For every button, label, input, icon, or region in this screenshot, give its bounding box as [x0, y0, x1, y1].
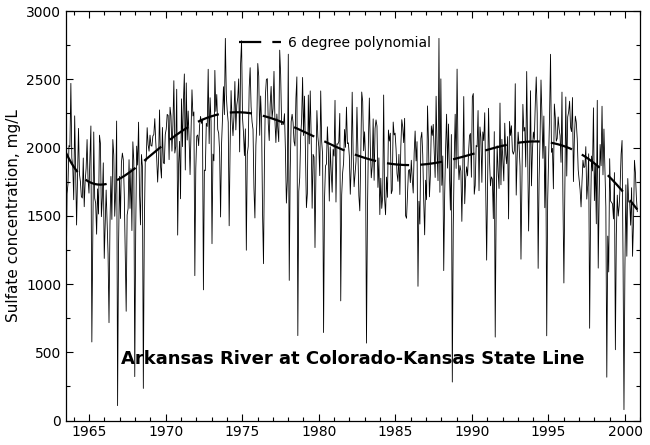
- 6 degree polynomial: [493, 145, 501, 150]
- Legend: 6 degree polynomial: 6 degree polynomial: [234, 30, 437, 55]
- 6 degree polynomial: [445, 158, 452, 163]
- 6 degree polynomial: [163, 139, 171, 145]
- 6 degree polynomial: [400, 162, 408, 168]
- 6 degree polynomial: [633, 207, 641, 212]
- 6 degree polynomial: [322, 139, 330, 145]
- Text: Arkansas River at Colorado-Kansas State Line: Arkansas River at Colorado-Kansas State …: [122, 350, 585, 368]
- 6 degree polynomial: [233, 109, 240, 115]
- Line: 6 degree polynomial: 6 degree polynomial: [66, 112, 637, 210]
- 6 degree polynomial: [209, 113, 217, 118]
- 6 degree polynomial: [62, 150, 70, 156]
- Y-axis label: Sulfate concentration, mg/L: Sulfate concentration, mg/L: [6, 109, 21, 322]
